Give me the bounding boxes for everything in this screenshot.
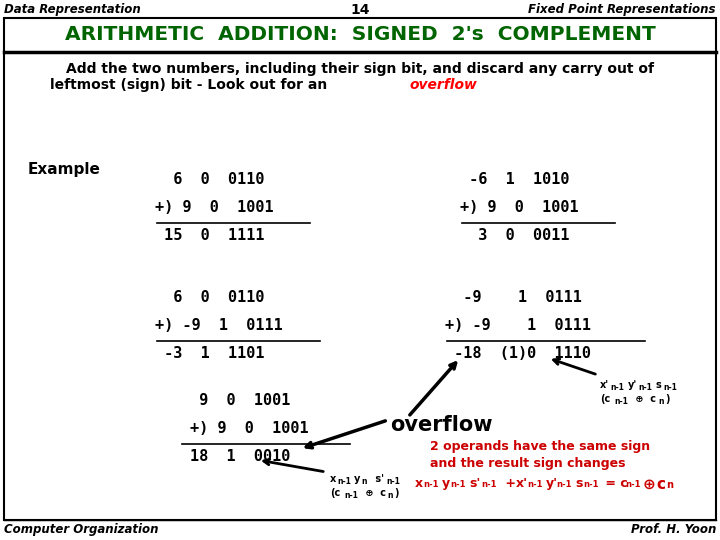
- Text: (c: (c: [330, 488, 341, 498]
- Text: +) 9  0  1001: +) 9 0 1001: [155, 200, 274, 215]
- Text: n: n: [387, 491, 392, 500]
- Text: x': x': [600, 380, 609, 390]
- Text: x': x': [516, 477, 528, 490]
- Text: n: n: [361, 477, 366, 486]
- Text: ⊕: ⊕: [643, 477, 656, 492]
- Text: Computer Organization: Computer Organization: [4, 523, 158, 536]
- Text: ⊕  c: ⊕ c: [362, 488, 386, 498]
- Text: 2 operands have the same sign: 2 operands have the same sign: [430, 440, 650, 453]
- Text: ): ): [394, 488, 398, 498]
- Text: x: x: [415, 477, 423, 490]
- Text: s': s': [469, 477, 480, 490]
- Text: n: n: [658, 397, 664, 406]
- Text: y': y': [628, 380, 637, 390]
- Text: (c: (c: [600, 394, 611, 404]
- Text: s: s: [575, 477, 582, 490]
- Text: ARITHMETIC  ADDITION:  SIGNED  2's  COMPLEMENT: ARITHMETIC ADDITION: SIGNED 2's COMPLEME…: [65, 25, 655, 44]
- Text: c: c: [656, 477, 665, 492]
- Text: +) -9  1  0111: +) -9 1 0111: [155, 318, 283, 333]
- Text: 6  0  0110: 6 0 0110: [155, 172, 264, 187]
- Text: n-1: n-1: [614, 397, 628, 406]
- Text: y: y: [354, 474, 361, 484]
- Text: +: +: [501, 477, 521, 490]
- Text: Fixed Point Representations: Fixed Point Representations: [528, 3, 716, 16]
- Text: n-1: n-1: [527, 480, 542, 489]
- Text: s': s': [372, 474, 384, 484]
- Text: y: y: [442, 477, 450, 490]
- Text: 3  0  0011: 3 0 0011: [460, 228, 570, 243]
- Text: n-1: n-1: [583, 480, 598, 489]
- Text: overflow: overflow: [390, 415, 492, 435]
- Text: ⊕  c: ⊕ c: [632, 394, 656, 404]
- Text: n-1: n-1: [610, 383, 624, 392]
- Text: n-1: n-1: [386, 477, 400, 486]
- Text: n-1: n-1: [638, 383, 652, 392]
- Text: -18  (1)0  1110: -18 (1)0 1110: [445, 346, 591, 361]
- Text: = c: = c: [601, 477, 628, 490]
- Text: x: x: [330, 474, 336, 484]
- Text: 14: 14: [350, 3, 370, 17]
- Text: 18  1  0010: 18 1 0010: [190, 449, 290, 464]
- Text: Prof. H. Yoon: Prof. H. Yoon: [631, 523, 716, 536]
- Text: -9    1  0111: -9 1 0111: [445, 290, 582, 305]
- Text: overflow: overflow: [409, 78, 477, 92]
- Text: +) 9  0  1001: +) 9 0 1001: [460, 200, 579, 215]
- Text: n-1: n-1: [344, 491, 358, 500]
- Text: n: n: [666, 480, 673, 490]
- Text: 15  0  1111: 15 0 1111: [155, 228, 264, 243]
- Text: and the result sign changes: and the result sign changes: [430, 457, 626, 470]
- Text: y': y': [546, 477, 558, 490]
- Text: n-1: n-1: [625, 480, 641, 489]
- Text: Example: Example: [28, 162, 101, 177]
- Text: s: s: [656, 380, 662, 390]
- Text: n-1: n-1: [337, 477, 351, 486]
- Text: -6  1  1010: -6 1 1010: [460, 172, 570, 187]
- Text: Data Representation: Data Representation: [4, 3, 140, 16]
- Text: Add the two numbers, including their sign bit, and discard any carry out of: Add the two numbers, including their sig…: [66, 62, 654, 76]
- Text: leftmost (sign) bit - Look out for an: leftmost (sign) bit - Look out for an: [50, 78, 332, 92]
- Text: +) -9    1  0111: +) -9 1 0111: [445, 318, 591, 333]
- Text: n-1: n-1: [556, 480, 572, 489]
- Text: 9  0  1001: 9 0 1001: [190, 393, 290, 408]
- Text: n-1: n-1: [663, 383, 677, 392]
- Text: ): ): [665, 394, 670, 404]
- Text: +) 9  0  1001: +) 9 0 1001: [190, 421, 309, 436]
- Text: n-1: n-1: [423, 480, 438, 489]
- Text: -3  1  1101: -3 1 1101: [155, 346, 264, 361]
- Text: 6  0  0110: 6 0 0110: [155, 290, 264, 305]
- Text: n-1: n-1: [481, 480, 497, 489]
- Text: n-1: n-1: [450, 480, 466, 489]
